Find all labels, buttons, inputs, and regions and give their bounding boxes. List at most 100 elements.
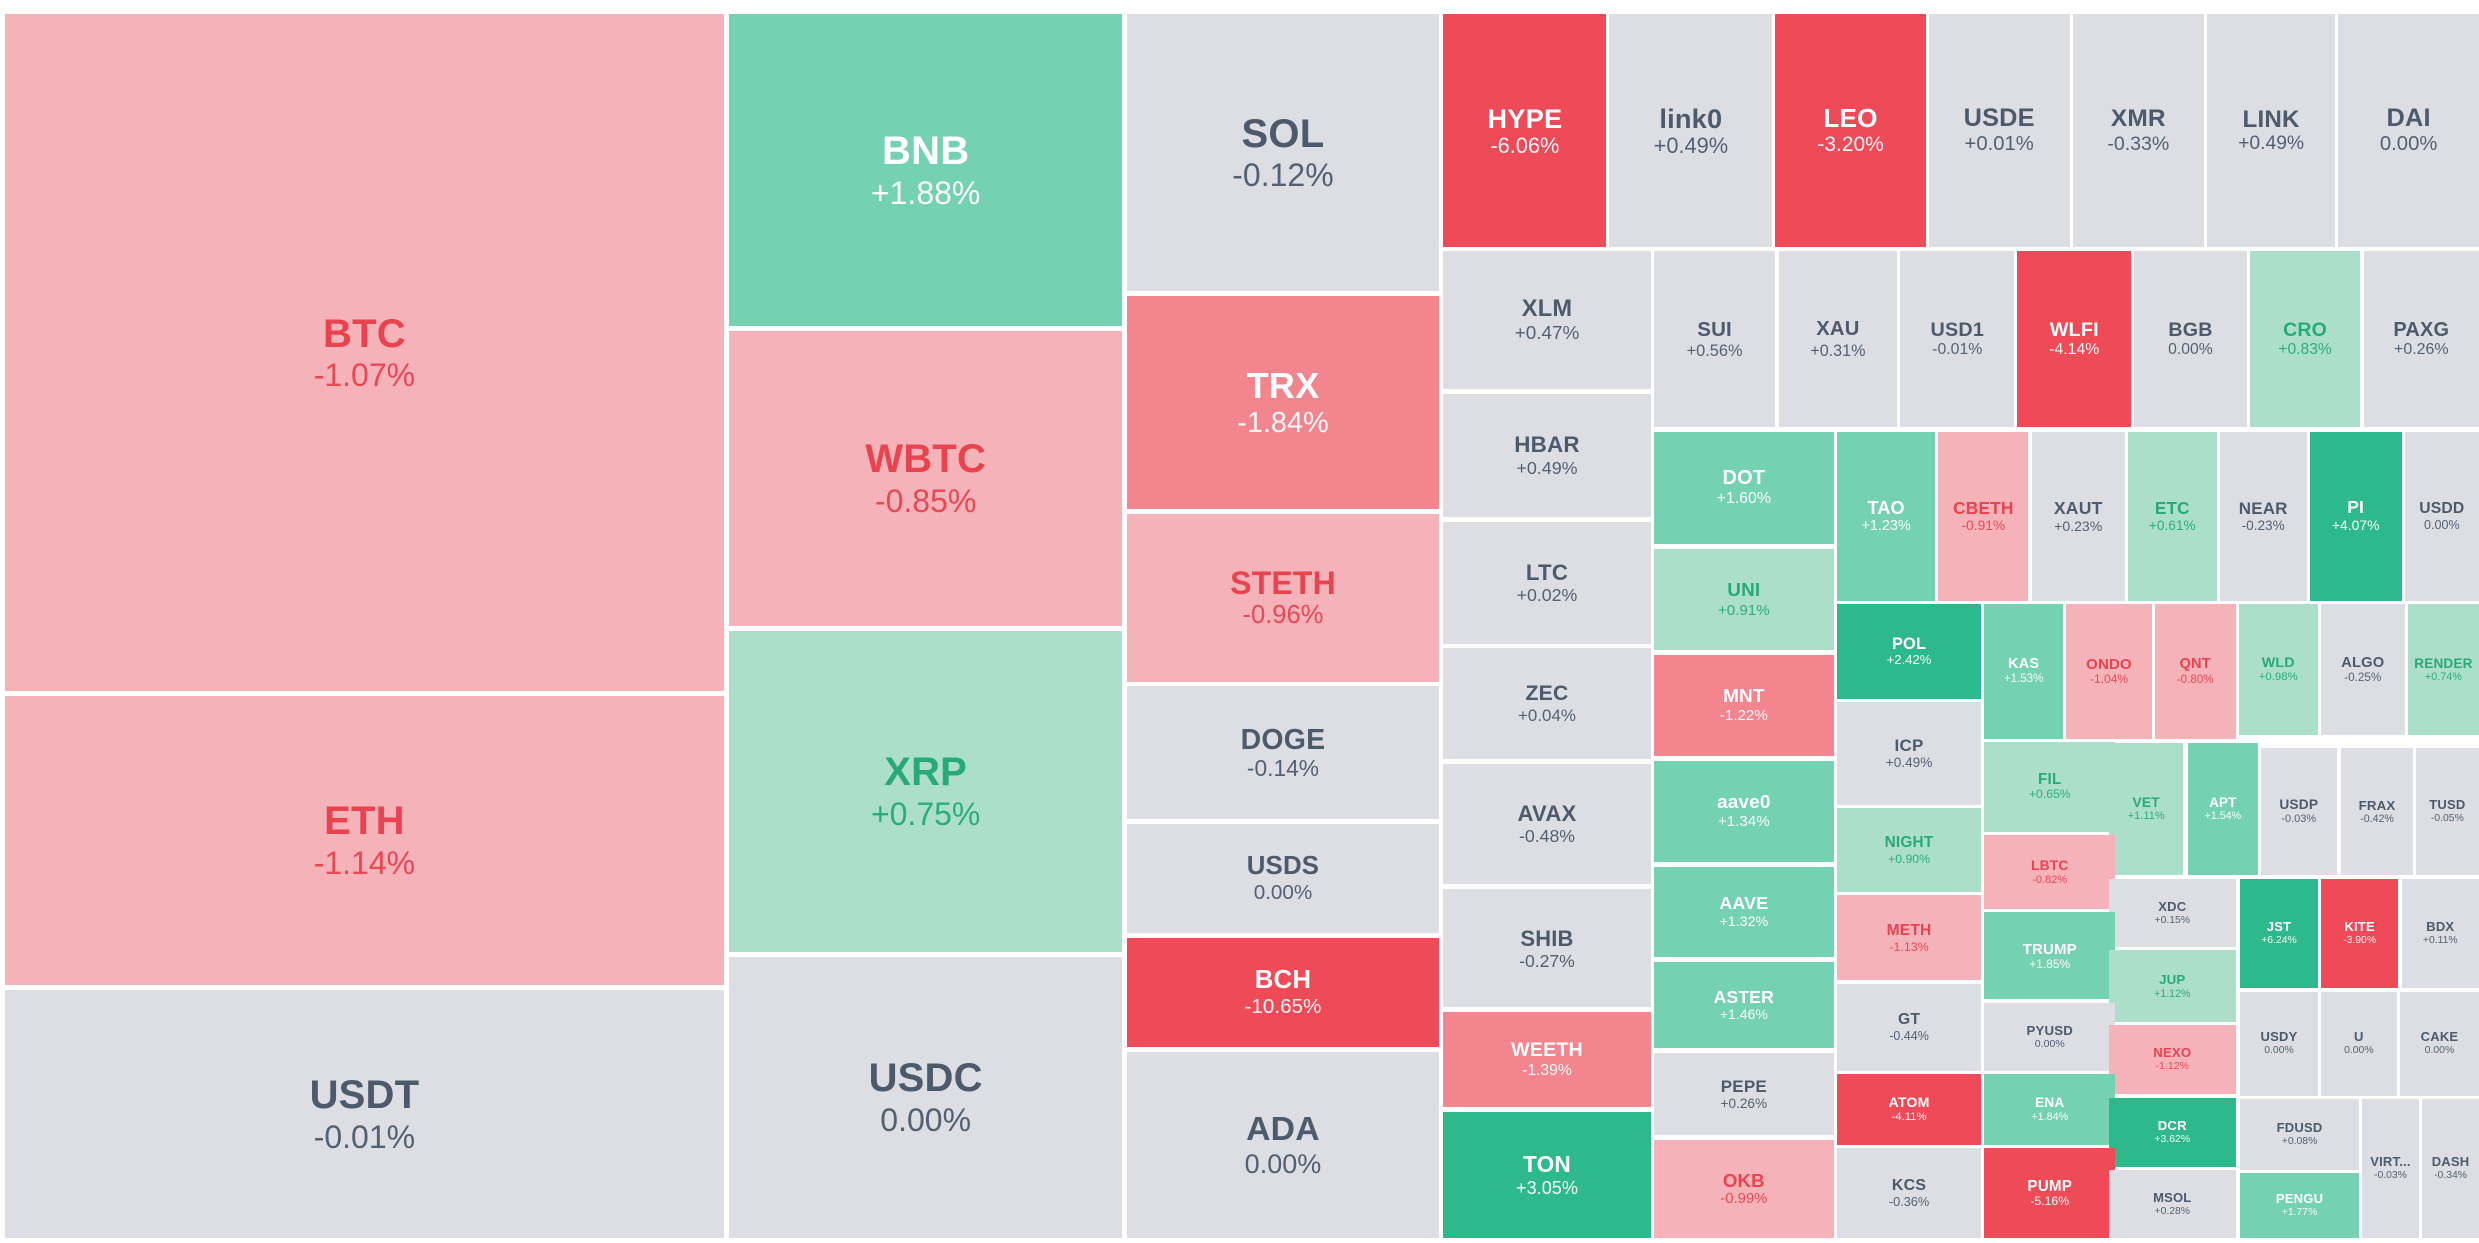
tile-XMR[interactable]: XMR -0.33% bbox=[2072, 14, 2204, 247]
tile-change: +3.05% bbox=[1516, 1177, 1578, 1198]
tile-KITE[interactable]: KITE -3.90% bbox=[2320, 879, 2399, 989]
tile-LTC[interactable]: LTC +0.02% bbox=[1443, 521, 1651, 644]
tile-USDD[interactable]: USDD 0.00% bbox=[2404, 431, 2479, 601]
tile-CAKE[interactable]: CAKE 0.00% bbox=[2399, 991, 2479, 1096]
tile-DAI[interactable]: DAI 0.00% bbox=[2338, 14, 2479, 247]
tile-GT[interactable]: GT -0.44% bbox=[1837, 983, 1981, 1071]
tile-change: -0.91% bbox=[1961, 517, 2006, 534]
tile-ONDO[interactable]: ONDO -1.04% bbox=[2066, 604, 2152, 739]
tile-ETH[interactable]: ETH -1.14% bbox=[4, 695, 725, 986]
tile-WLD[interactable]: WLD +0.98% bbox=[2238, 604, 2318, 736]
tile-METH[interactable]: METH -1.13% bbox=[1837, 895, 1981, 981]
tile-BNB[interactable]: BNB +1.88% bbox=[728, 14, 1123, 326]
tile-PEPE[interactable]: PEPE +0.26% bbox=[1653, 1053, 1834, 1136]
tile-SOL[interactable]: SOL -0.12% bbox=[1127, 14, 1439, 291]
tile-DASH[interactable]: DASH -0.34% bbox=[2422, 1099, 2479, 1239]
tile-XLM[interactable]: XLM +0.47% bbox=[1443, 251, 1651, 390]
tile-MSOL[interactable]: MSOL +0.28% bbox=[2109, 1170, 2236, 1239]
tile-OKB[interactable]: OKB -0.99% bbox=[1653, 1140, 1834, 1239]
tile-change: +0.49% bbox=[1885, 755, 1933, 771]
tile-BDX[interactable]: BDX +0.11% bbox=[2401, 879, 2479, 989]
tile-symbol: WBTC bbox=[865, 437, 987, 482]
tile-QNT[interactable]: QNT -0.80% bbox=[2154, 604, 2236, 739]
tile-USDE[interactable]: USDE +0.01% bbox=[1928, 14, 2070, 247]
tile-USDC[interactable]: USDC 0.00% bbox=[728, 956, 1123, 1239]
tile-DCR[interactable]: DCR +3.62% bbox=[2109, 1097, 2236, 1168]
tile-LINK[interactable]: LINK +0.49% bbox=[2207, 14, 2336, 247]
tile-XAUT[interactable]: XAUT +0.23% bbox=[2031, 431, 2125, 601]
tile-USD1[interactable]: USD1 -0.01% bbox=[1900, 251, 2015, 427]
tile-ENA[interactable]: ENA +1.84% bbox=[1984, 1073, 2116, 1145]
tile-BTC[interactable]: BTC -1.07% bbox=[4, 14, 725, 692]
tile-DOGE[interactable]: DOGE -0.14% bbox=[1127, 686, 1439, 820]
tile-PUMP[interactable]: PUMP -5.16% bbox=[1984, 1148, 2116, 1239]
tile-change: -0.25% bbox=[2344, 671, 2382, 685]
tile-LEO[interactable]: LEO -3.20% bbox=[1775, 14, 1926, 247]
tile-TRUMP[interactable]: TRUMP +1.85% bbox=[1984, 912, 2116, 1000]
tile-ATOM[interactable]: ATOM -4.11% bbox=[1837, 1073, 1981, 1145]
tile-JST[interactable]: JST +6.24% bbox=[2240, 879, 2318, 989]
tile-STETH[interactable]: STETH -0.96% bbox=[1127, 513, 1439, 682]
tile-NEAR[interactable]: NEAR -0.23% bbox=[2219, 431, 2307, 601]
tile-SUI[interactable]: SUI +0.56% bbox=[1653, 251, 1776, 427]
tile-ICP[interactable]: ICP +0.49% bbox=[1837, 702, 1981, 805]
tile-XDC[interactable]: XDC +0.15% bbox=[2109, 879, 2236, 948]
tile-TRX[interactable]: TRX -1.84% bbox=[1127, 295, 1439, 510]
tile-HYPE[interactable]: HYPE -6.06% bbox=[1443, 14, 1607, 247]
tile-PI[interactable]: PI +4.07% bbox=[2309, 431, 2402, 601]
tile-APT[interactable]: APT +1.54% bbox=[2188, 743, 2258, 875]
tile-VIRT[interactable]: VIRT... -0.03% bbox=[2362, 1099, 2419, 1239]
tile-WBTC[interactable]: WBTC -0.85% bbox=[728, 330, 1123, 627]
tile-PYUSD[interactable]: PYUSD 0.00% bbox=[1984, 1002, 2116, 1071]
tile-JUP[interactable]: JUP +1.12% bbox=[2109, 950, 2236, 1022]
tile-WEETH[interactable]: WEETH -1.39% bbox=[1443, 1012, 1651, 1107]
tile-USDT[interactable]: USDT -0.01% bbox=[4, 989, 725, 1239]
tile-DOT[interactable]: DOT +1.60% bbox=[1653, 431, 1834, 544]
tile-USDY[interactable]: USDY 0.00% bbox=[2240, 991, 2318, 1096]
tile-KAS[interactable]: KAS +1.53% bbox=[1984, 604, 2064, 739]
tile-TAO[interactable]: TAO +1.23% bbox=[1837, 431, 1936, 601]
tile-UNI[interactable]: UNI +0.91% bbox=[1653, 548, 1834, 650]
tile-FDUSD[interactable]: FDUSD +0.08% bbox=[2240, 1099, 2359, 1171]
tile-USDP[interactable]: USDP -0.03% bbox=[2260, 748, 2337, 875]
tile-ALGO[interactable]: ALGO -0.25% bbox=[2320, 604, 2405, 736]
tile-CRO[interactable]: CRO +0.83% bbox=[2249, 251, 2361, 427]
tile-FRAX[interactable]: FRAX -0.42% bbox=[2341, 748, 2413, 875]
tile-USDS[interactable]: USDS 0.00% bbox=[1127, 823, 1439, 934]
tile-U[interactable]: U 0.00% bbox=[2320, 991, 2397, 1096]
tile-change: -0.03% bbox=[2373, 1170, 2407, 1182]
tile-CBETH[interactable]: CBETH -0.91% bbox=[1938, 431, 2029, 601]
tile-FIL[interactable]: FIL +0.65% bbox=[1984, 741, 2116, 832]
tile-ETC[interactable]: ETC +0.61% bbox=[2128, 431, 2217, 601]
tile-AAVE[interactable]: AAVE +1.32% bbox=[1653, 866, 1834, 957]
tile-BCH[interactable]: BCH -10.65% bbox=[1127, 937, 1439, 1047]
tile-aave0[interactable]: aave0 +1.34% bbox=[1653, 760, 1834, 862]
tile-POL[interactable]: POL +2.42% bbox=[1837, 604, 1981, 699]
tile-symbol: XRP bbox=[884, 750, 968, 795]
tile-VET[interactable]: VET +1.11% bbox=[2109, 743, 2184, 875]
tile-change: -0.99% bbox=[1720, 1191, 1768, 1208]
tile-WLFI[interactable]: WLFI -4.14% bbox=[2017, 251, 2132, 427]
tile-ADA[interactable]: ADA 0.00% bbox=[1127, 1051, 1439, 1239]
tile-AVAX[interactable]: AVAX -0.48% bbox=[1443, 763, 1651, 885]
tile-RENDER[interactable]: RENDER +0.74% bbox=[2407, 604, 2479, 736]
tile-MNT[interactable]: MNT -1.22% bbox=[1653, 654, 1834, 756]
tile-SHIB[interactable]: SHIB -0.27% bbox=[1443, 888, 1651, 1008]
tile-NEXO[interactable]: NEXO -1.12% bbox=[2109, 1024, 2236, 1095]
tile-XRP[interactable]: XRP +0.75% bbox=[728, 630, 1123, 952]
tile-change: +0.56% bbox=[1686, 341, 1743, 360]
tile-XAU[interactable]: XAU +0.31% bbox=[1778, 251, 1898, 427]
tile-KCS[interactable]: KCS -0.36% bbox=[1837, 1148, 1981, 1239]
tile-link0[interactable]: link0 +0.49% bbox=[1609, 14, 1773, 247]
tile-symbol: KCS bbox=[1891, 1176, 1927, 1194]
tile-TUSD[interactable]: TUSD -0.05% bbox=[2415, 748, 2479, 875]
tile-LBTC[interactable]: LBTC -0.82% bbox=[1984, 834, 2116, 910]
tile-ASTER[interactable]: ASTER +1.46% bbox=[1653, 961, 1834, 1049]
tile-NIGHT[interactable]: NIGHT +0.90% bbox=[1837, 808, 1981, 892]
tile-PENGU[interactable]: PENGU +1.77% bbox=[2240, 1173, 2359, 1239]
tile-ZEC[interactable]: ZEC +0.04% bbox=[1443, 648, 1651, 760]
tile-PAXG[interactable]: PAXG +0.26% bbox=[2363, 251, 2479, 427]
tile-HBAR[interactable]: HBAR +0.49% bbox=[1443, 393, 1651, 518]
tile-TON[interactable]: TON +3.05% bbox=[1443, 1111, 1651, 1239]
tile-BGB[interactable]: BGB 0.00% bbox=[2134, 251, 2247, 427]
